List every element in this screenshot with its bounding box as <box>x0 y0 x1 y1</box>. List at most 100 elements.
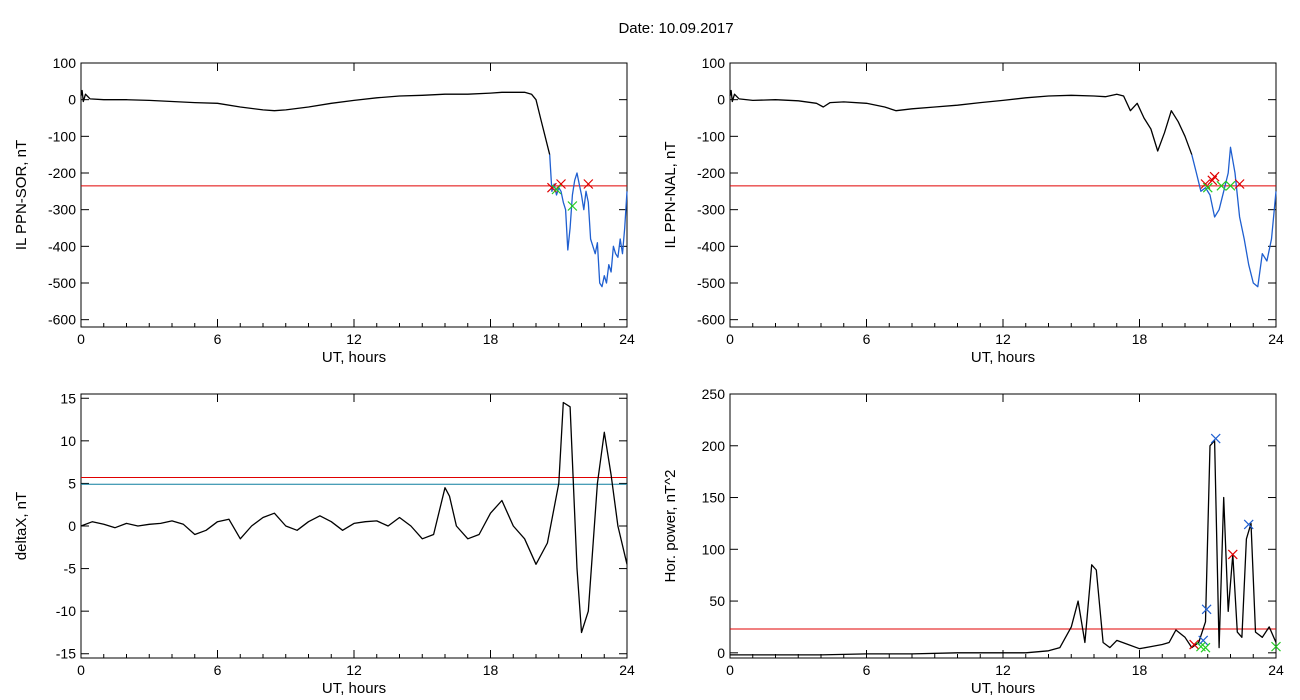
y-tick-label: 0 <box>68 518 76 534</box>
chart-deltax: 0 6 12 18 24 15 10 5 0 -5 -10 -15 UT, hours deltaX, n… <box>13 390 635 697</box>
series-line <box>549 154 628 288</box>
y-tick-label: 0 <box>68 92 76 108</box>
cross-marker-stroke <box>567 201 578 211</box>
cross-marker-stroke <box>1202 182 1213 193</box>
cross-marker <box>1210 433 1221 444</box>
y-tick-label: -500 <box>697 275 725 291</box>
y-tick-label: -15 <box>56 646 76 662</box>
chart-ppn-sor: 0 6 12 18 24 100 0 -100 -200 -300 -400 -500 -600 UT, … <box>13 55 635 366</box>
chart-hor-power: 0 6 12 18 24 250 200 150 100 50 0 UT, hours Hor. pow… <box>662 386 1284 697</box>
cross-marker <box>1271 641 1281 652</box>
cross-marker <box>1234 179 1245 189</box>
y-tick-label: -300 <box>48 202 76 218</box>
y-tick-label: 100 <box>702 541 726 557</box>
cross-marker-stroke <box>551 184 562 195</box>
y-tick-label: -10 <box>56 603 76 619</box>
y-tick-label: 100 <box>53 55 77 71</box>
x-tick-label: 24 <box>619 662 635 678</box>
x-tick-label: 0 <box>77 331 85 347</box>
x-tick-label: 6 <box>214 662 222 678</box>
cross-marker-stroke <box>1198 635 1209 646</box>
x-tick-label: 12 <box>995 331 1011 347</box>
y-tick-label: 100 <box>702 55 726 71</box>
cross-marker <box>583 179 594 189</box>
x-tick-label: 12 <box>995 662 1011 678</box>
series-line <box>730 439 1277 656</box>
cross-marker-stroke <box>1225 180 1236 191</box>
cross-marker <box>551 184 562 195</box>
y-tick-label: 0 <box>717 645 725 661</box>
y-tick-label: 200 <box>702 438 726 454</box>
x-tick-label: 18 <box>1132 331 1148 347</box>
y-tick-label: -200 <box>697 165 725 181</box>
y-tick-label: -200 <box>48 165 76 181</box>
cross-marker-stroke <box>1234 179 1245 189</box>
cross-marker <box>1198 635 1209 646</box>
chart-ppn-nal: 0 6 12 18 24 100 0 -100 -200 -300 -400 -500 -600 UT, … <box>662 55 1284 366</box>
series-line <box>729 89 1193 155</box>
cross-marker <box>567 201 578 211</box>
cross-marker-stroke <box>1209 171 1220 182</box>
x-tick-label: 0 <box>77 662 85 678</box>
plot-frame <box>80 62 628 328</box>
cross-marker <box>556 179 566 189</box>
x-tick-label: 18 <box>483 331 499 347</box>
plot-frame <box>80 393 628 659</box>
cross-marker <box>1189 639 1200 650</box>
x-axis-label: UT, hours <box>322 349 386 366</box>
y-tick-label: 10 <box>60 433 76 449</box>
cross-marker <box>1216 180 1227 191</box>
y-tick-label: 0 <box>717 92 725 108</box>
y-axis-label: IL PPN-NAL, nT <box>662 142 679 249</box>
y-tick-label: -5 <box>64 561 77 577</box>
cross-marker-stroke <box>1243 519 1254 530</box>
cross-marker-stroke <box>1271 641 1281 652</box>
cross-marker <box>1209 171 1220 182</box>
cross-marker-stroke <box>1200 642 1211 653</box>
y-axis-label: Hor. power, nT^2 <box>662 470 679 583</box>
cross-marker <box>1243 519 1254 530</box>
cross-marker-stroke <box>547 182 557 193</box>
y-tick-label: -100 <box>48 128 76 144</box>
y-tick-label: -400 <box>697 238 725 254</box>
cross-marker <box>1225 180 1236 191</box>
x-tick-label: 18 <box>1132 662 1148 678</box>
x-tick-label: 12 <box>346 331 362 347</box>
cross-marker-stroke <box>1196 641 1206 652</box>
y-tick-label: 150 <box>702 490 726 506</box>
y-tick-label: 5 <box>68 475 76 491</box>
x-tick-label: 24 <box>1268 331 1284 347</box>
y-tick-label: -600 <box>697 312 725 328</box>
y-tick-label: -400 <box>48 238 76 254</box>
y-tick-label: -600 <box>48 312 76 328</box>
x-tick-label: 0 <box>726 331 734 347</box>
y-axis-label: IL PPN-SOR, nT <box>13 140 30 250</box>
cross-marker <box>1200 642 1211 653</box>
cross-marker-stroke <box>1201 604 1212 615</box>
x-tick-label: 6 <box>863 331 871 347</box>
series-line <box>1191 146 1277 288</box>
series-line <box>80 89 551 155</box>
y-tick-label: 15 <box>60 390 76 406</box>
y-tick-label: 250 <box>702 386 726 402</box>
cross-marker-stroke <box>1210 433 1221 444</box>
y-tick-label: 50 <box>709 593 725 609</box>
cross-marker-stroke <box>1227 549 1238 560</box>
x-tick-label: 12 <box>346 662 362 678</box>
cross-marker-stroke <box>583 179 594 189</box>
x-tick-label: 6 <box>863 662 871 678</box>
y-tick-label: -100 <box>697 128 725 144</box>
cross-marker-stroke <box>556 179 566 189</box>
x-axis-label: UT, hours <box>322 680 386 697</box>
x-axis-label: UT, hours <box>971 349 1035 366</box>
x-tick-label: 6 <box>214 331 222 347</box>
figure-title: Date: 10.09.2017 <box>618 20 733 37</box>
y-tick-label: -300 <box>697 202 725 218</box>
cross-marker <box>1201 604 1212 615</box>
x-tick-label: 24 <box>1268 662 1284 678</box>
x-axis-label: UT, hours <box>971 680 1035 697</box>
cross-marker-stroke <box>1189 639 1200 650</box>
series-line <box>80 401 628 634</box>
y-axis-label: deltaX, nT <box>13 492 30 560</box>
